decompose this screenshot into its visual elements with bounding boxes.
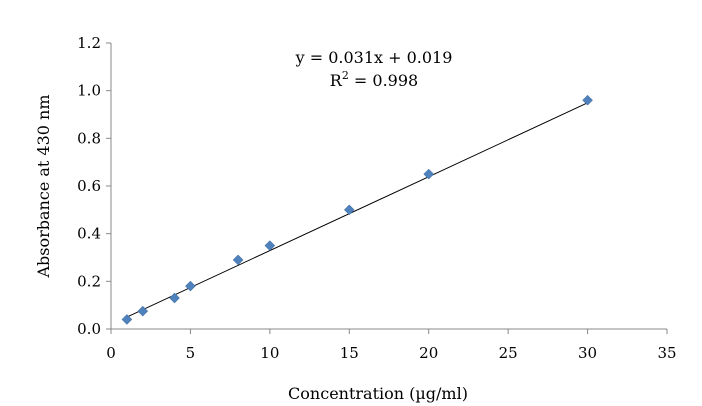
x-tick-label: 0: [106, 344, 116, 362]
x-tick-label: 35: [657, 344, 676, 362]
x-tick-label: 20: [419, 344, 438, 362]
y-tick-label: 0.0: [77, 320, 101, 338]
r-squared-superscript: 2: [342, 69, 349, 82]
y-tick-label: 0.8: [77, 129, 101, 147]
data-point: [185, 280, 196, 292]
data-point: [343, 204, 355, 216]
y-tick-label: 1.2: [77, 34, 101, 52]
data-point: [232, 254, 244, 266]
x-tick-label: 30: [578, 344, 597, 362]
data-point: [137, 305, 149, 317]
x-tick-label: 15: [340, 344, 359, 362]
trendline: [126, 102, 588, 318]
data-point: [169, 292, 180, 304]
y-axis-title: Absorbance at 430 nm: [34, 94, 53, 278]
x-axis-title: Concentration (µg/ml): [288, 384, 468, 403]
data-point: [423, 168, 435, 180]
data-point: [264, 240, 276, 251]
r-squared-label: R2 = 0.998: [330, 69, 418, 90]
x-tick-label: 10: [260, 344, 279, 362]
r-squared-value: = 0.998: [349, 71, 418, 90]
y-ticks: 0.0 0.2 0.4 0.6 0.8 1.0 1.2: [77, 34, 111, 338]
y-tick-label: 0.2: [77, 272, 101, 290]
data-points: [121, 94, 593, 325]
y-tick-label: 0.6: [77, 177, 101, 195]
y-tick-label: 0.4: [77, 225, 101, 243]
data-point: [121, 314, 133, 325]
trendline-equation: y = 0.031x + 0.019: [295, 48, 453, 67]
x-tick-label: 25: [499, 344, 518, 362]
data-point: [582, 94, 593, 106]
x-ticks: 0 5 10 15 20 25 30 35: [106, 329, 677, 362]
y-tick-label: 1.0: [77, 82, 101, 100]
r-squared-prefix: R: [330, 71, 343, 90]
x-tick-label: 5: [186, 344, 196, 362]
